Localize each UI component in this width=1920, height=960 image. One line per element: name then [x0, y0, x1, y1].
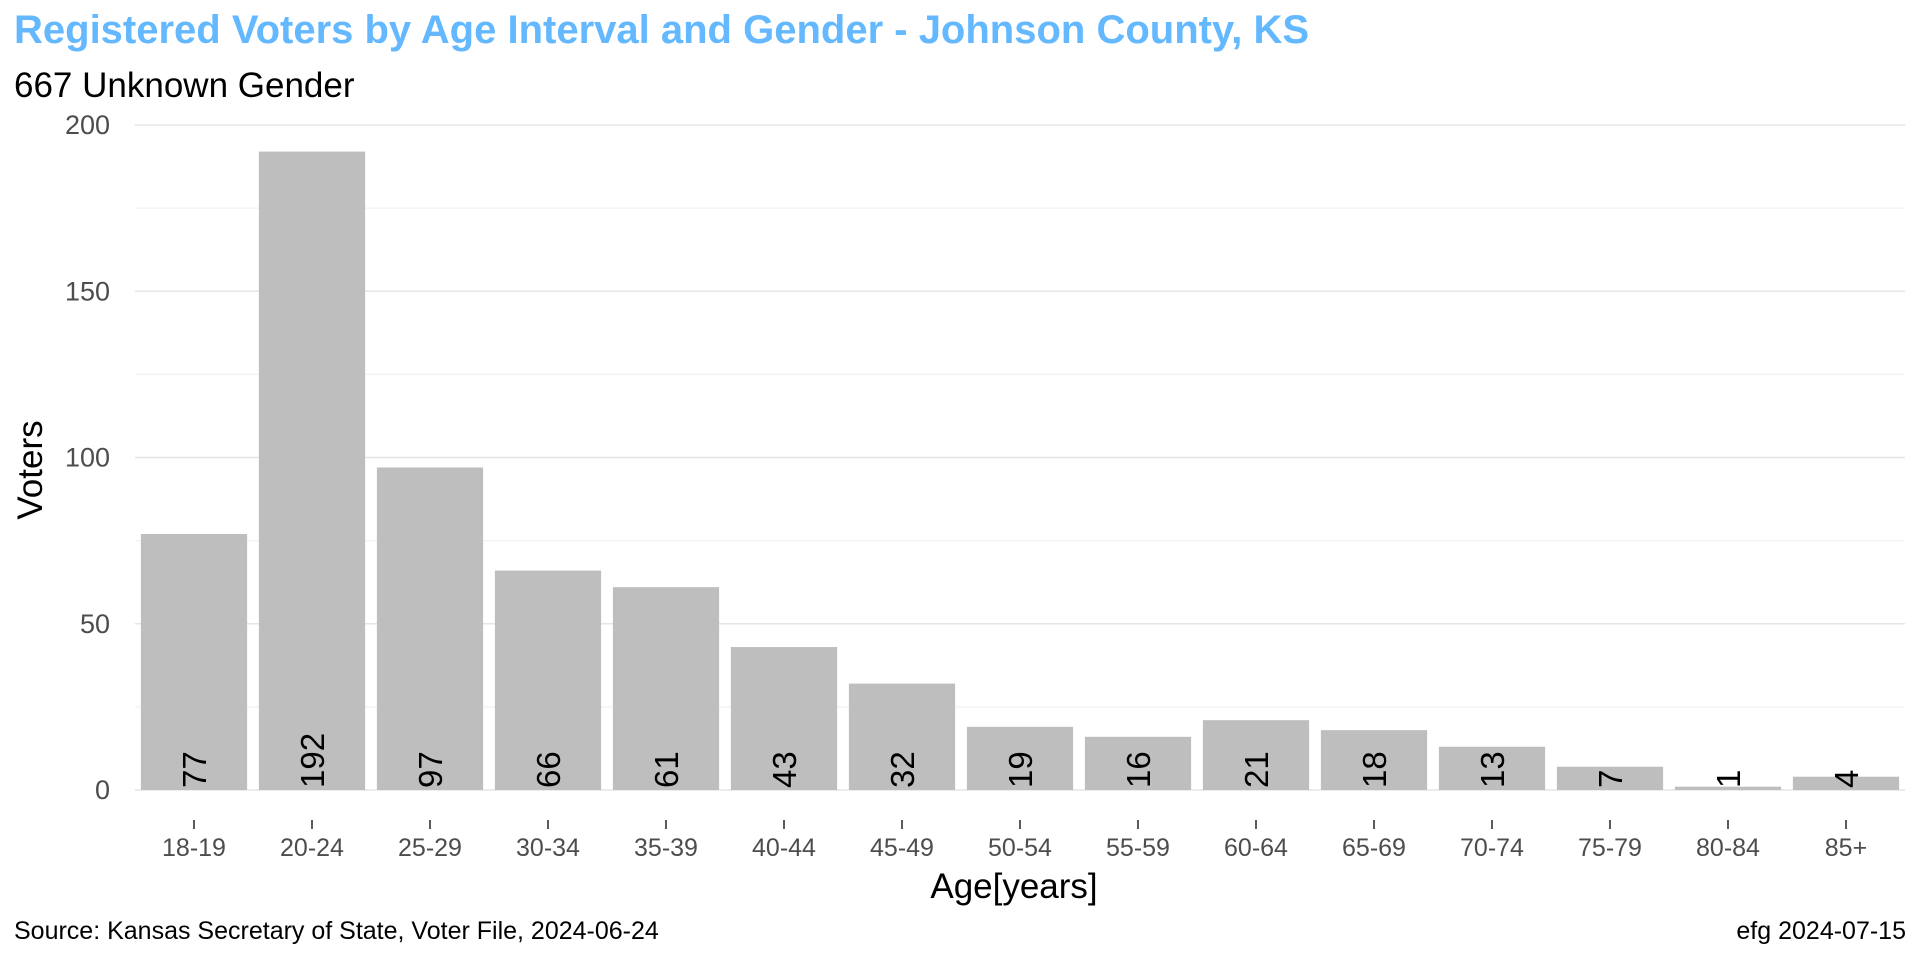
bar: [966, 726, 1074, 790]
y-tick-label: 150: [65, 276, 110, 306]
bar-value-label: 13: [1474, 751, 1511, 788]
x-tick-label: 35-39: [634, 834, 698, 862]
bar: [1320, 730, 1428, 790]
x-tick-label: 45-49: [870, 834, 934, 862]
bar: [376, 467, 484, 790]
bar: [1556, 766, 1664, 790]
y-tick-label: 200: [65, 110, 110, 140]
bar: [1202, 720, 1310, 790]
x-tick-label: 80-84: [1696, 834, 1760, 862]
bar-value-label: 97: [412, 751, 449, 788]
y-tick-label: 0: [95, 775, 110, 805]
bar: [612, 587, 720, 790]
x-tick-label: 55-59: [1106, 834, 1170, 862]
bar: [140, 533, 248, 790]
bar-value-label: 43: [766, 751, 803, 788]
x-tick-label: 30-34: [516, 834, 580, 862]
bar: [258, 151, 366, 791]
y-tick-label: 100: [65, 443, 110, 473]
bar-value-label: 16: [1120, 751, 1157, 788]
bar-value-labels: 77 192 97 66 61 43 32 19 16 21 18 13 7 1 4: [176, 733, 1865, 788]
bar-value-label: 32: [884, 751, 921, 788]
bar: [1792, 776, 1900, 790]
bar-value-label: 77: [176, 751, 213, 788]
x-tick-label: 25-29: [398, 834, 462, 862]
x-axis-ticks: 18-19 20-24 25-29 30-34 35-39 40-44 45-49 50-54…: [162, 820, 1867, 862]
bar-value-label: 7: [1592, 770, 1629, 788]
x-tick-label: 85+: [1825, 834, 1867, 862]
x-tick-label: 60-64: [1224, 834, 1288, 862]
bar-value-label: 61: [648, 751, 685, 788]
bar-value-label: 21: [1238, 751, 1275, 788]
bar-value-label: 18: [1356, 751, 1393, 788]
x-tick-label: 18-19: [162, 834, 226, 862]
y-axis-title: Voters: [11, 420, 50, 519]
bar-value-label: 1: [1710, 770, 1747, 788]
bar: [1438, 746, 1546, 790]
y-tick-label: 50: [80, 609, 110, 639]
chart-subtitle: 667 Unknown Gender: [14, 66, 355, 105]
x-tick-label: 40-44: [752, 834, 816, 862]
bar: [494, 570, 602, 790]
bar: [1084, 736, 1192, 790]
bar-value-label: 192: [294, 733, 331, 788]
x-tick-label: 75-79: [1578, 834, 1642, 862]
bar-value-label: 66: [530, 751, 567, 788]
x-axis-title: Age[years]: [930, 867, 1097, 906]
x-tick-label: 65-69: [1342, 834, 1406, 862]
bar: [848, 683, 956, 790]
bar-value-label: 19: [1002, 751, 1039, 788]
source-caption: Source: Kansas Secretary of State, Voter…: [14, 917, 659, 945]
bar: [1674, 786, 1782, 790]
chart-title: Registered Voters by Age Interval and Ge…: [14, 8, 1310, 52]
bars: [140, 151, 1900, 791]
bar-value-label: 4: [1828, 770, 1865, 788]
x-tick-label: 50-54: [988, 834, 1052, 862]
credit-caption: efg 2024-07-15: [1736, 917, 1906, 945]
x-tick-label: 70-74: [1460, 834, 1524, 862]
x-tick-label: 20-24: [280, 834, 344, 862]
y-axis-ticks: 0 50 100 150 200: [65, 110, 110, 805]
bar: [730, 647, 838, 790]
